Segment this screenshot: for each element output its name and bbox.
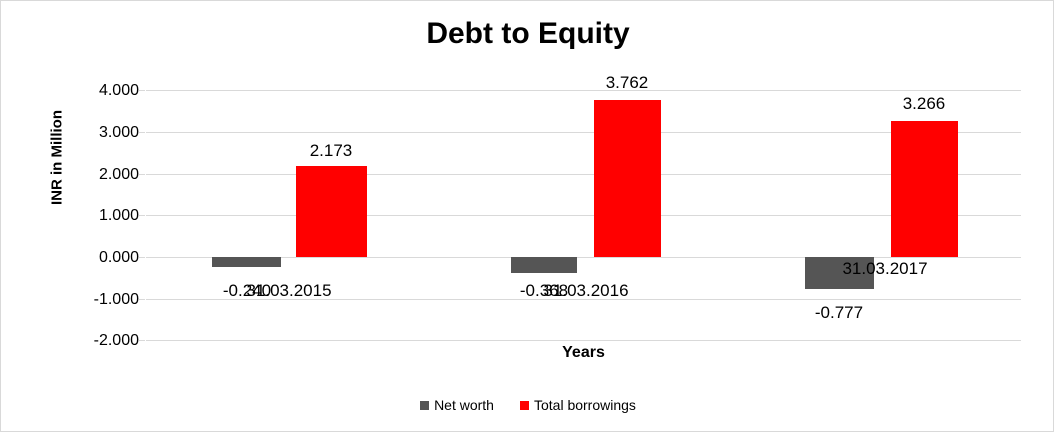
axis-tick [139, 340, 145, 341]
gridline [139, 132, 1021, 133]
gridline [139, 340, 1021, 341]
legend-swatch-icon [420, 400, 430, 410]
axis-tick [139, 90, 145, 91]
legend-swatch-icon [519, 400, 529, 410]
data-label-total-borrowings-2017: 3.266 [902, 94, 946, 113]
gridline [139, 174, 1021, 175]
legend-item-networth[interactable]: Net worth [420, 397, 494, 413]
bar-networth-2017[interactable] [805, 257, 874, 289]
legend-label-networth: Net worth [434, 397, 494, 413]
bar-networth-2015[interactable] [212, 257, 281, 267]
y-tick-label: 1.000 [98, 207, 139, 224]
chart-legend: Net worth Total borrowings [1, 397, 1053, 413]
category-label-2017: 31.03.2017 [842, 259, 928, 278]
legend-item-total-borrowings[interactable]: Total borrowings [519, 397, 636, 413]
gridline [139, 299, 1021, 300]
gridline [139, 215, 1021, 216]
axis-tick [139, 132, 145, 133]
chart-title: Debt to Equity [426, 17, 630, 50]
data-label-networth-2015: -0.240 [222, 281, 272, 300]
y-tick-label: -2.000 [93, 332, 139, 349]
y-tick-label: 2.000 [98, 166, 139, 183]
x-axis-title: Years [562, 344, 605, 361]
axis-tick [139, 215, 145, 216]
bar-total-borrowings-2016[interactable] [594, 100, 661, 257]
y-tick-label: 0.000 [98, 249, 139, 266]
plot-area: 2.173 -0.240 31.03.2015 3.762 -0.368 31.… [139, 74, 1021, 341]
bar-total-borrowings-2015[interactable] [296, 166, 367, 257]
y-tick-label: -1.000 [93, 291, 139, 308]
data-label-total-borrowings-2016: 3.762 [605, 73, 649, 92]
category-label-2015: 31.03.2015 [246, 281, 332, 300]
y-tick-label: 4.000 [98, 82, 139, 99]
axis-tick [139, 174, 145, 175]
legend-label-total-borrowings: Total borrowings [533, 397, 636, 413]
data-label-total-borrowings-2015: 2.173 [309, 141, 353, 160]
data-label-networth-2016: -0.368 [519, 281, 569, 300]
axis-tick [139, 257, 145, 258]
zero-gridline [139, 257, 1021, 258]
gridline [139, 90, 1021, 91]
y-tick-label: 3.000 [98, 124, 139, 141]
y-axis-tick-labels: 4.000 3.000 2.000 1.000 0.000 -1.000 -2.… [61, 83, 139, 349]
data-label-networth-2017: -0.777 [814, 303, 864, 322]
bar-total-borrowings-2017[interactable] [891, 121, 958, 257]
axis-tick [139, 299, 145, 300]
category-label-2016: 31.03.2016 [543, 281, 629, 300]
bar-networth-2016[interactable] [511, 257, 577, 273]
